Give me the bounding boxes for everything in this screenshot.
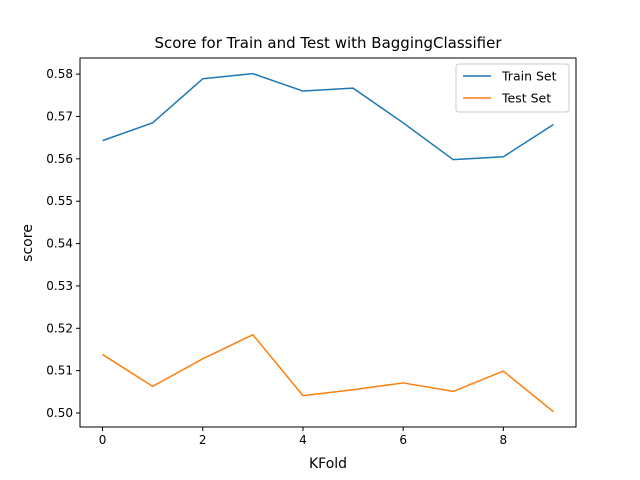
- plot-area: 0 2 4 6 8 0.50 0.51 0.52 0.53 0.54 0.55 0.56 0.57 0.5…: [46, 57, 577, 447]
- axes-frame: [79, 57, 577, 428]
- y-tick-label: 0.57: [46, 109, 73, 123]
- x-tick-label: 4: [299, 433, 307, 447]
- legend-label: Train Set: [501, 69, 557, 84]
- y-tick-label: 0.58: [46, 67, 73, 81]
- series-line-test-set: [102, 333, 554, 413]
- y-tick-label: 0.53: [46, 279, 73, 293]
- x-tick-label: 6: [399, 433, 407, 447]
- y-tick-label: 0.54: [46, 237, 73, 251]
- y-tick-label: 0.52: [46, 321, 73, 335]
- y-tick-label: 0.56: [46, 152, 73, 166]
- y-tick-label: 0.51: [46, 364, 73, 378]
- chart-title: Score for Train and Test with BaggingCla…: [154, 34, 502, 52]
- legend: Train Set Test Set: [455, 63, 570, 113]
- series-line-train-set: [102, 72, 554, 161]
- y-tick-label: 0.50: [46, 406, 73, 420]
- legend-label: Test Set: [501, 91, 551, 106]
- x-axis-label: KFold: [309, 456, 347, 472]
- x-tick-label: 0: [99, 433, 107, 447]
- x-tick-label: 2: [199, 433, 207, 447]
- y-tick-label: 0.55: [46, 194, 73, 208]
- x-tick-label: 8: [500, 433, 508, 447]
- y-axis-label: score: [20, 224, 36, 262]
